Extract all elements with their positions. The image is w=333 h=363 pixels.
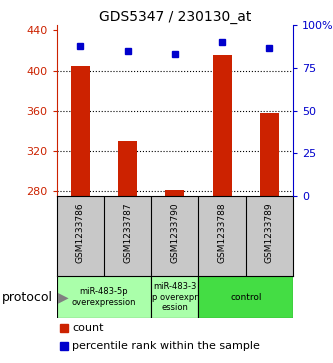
Bar: [198, 276, 293, 318]
Bar: [118, 141, 137, 196]
Bar: [213, 56, 231, 196]
Text: count: count: [72, 323, 104, 333]
Text: protocol: protocol: [2, 291, 53, 303]
Text: GSM1233790: GSM1233790: [170, 202, 179, 263]
Bar: [151, 276, 198, 318]
Text: GSM1233789: GSM1233789: [265, 202, 274, 263]
Bar: [260, 113, 279, 196]
Text: miR-483-3
p overexpr
ession: miR-483-3 p overexpr ession: [152, 282, 198, 312]
Bar: [57, 276, 151, 318]
Text: GSM1233788: GSM1233788: [217, 202, 227, 263]
Text: ▶: ▶: [58, 290, 69, 304]
Title: GDS5347 / 230130_at: GDS5347 / 230130_at: [99, 11, 251, 24]
Bar: [71, 66, 90, 196]
Text: miR-483-5p
overexpression: miR-483-5p overexpression: [72, 287, 136, 307]
Text: GSM1233787: GSM1233787: [123, 202, 132, 263]
Text: GSM1233786: GSM1233786: [76, 202, 85, 263]
Text: percentile rank within the sample: percentile rank within the sample: [72, 342, 260, 351]
Text: control: control: [230, 293, 261, 302]
Bar: [166, 190, 184, 196]
